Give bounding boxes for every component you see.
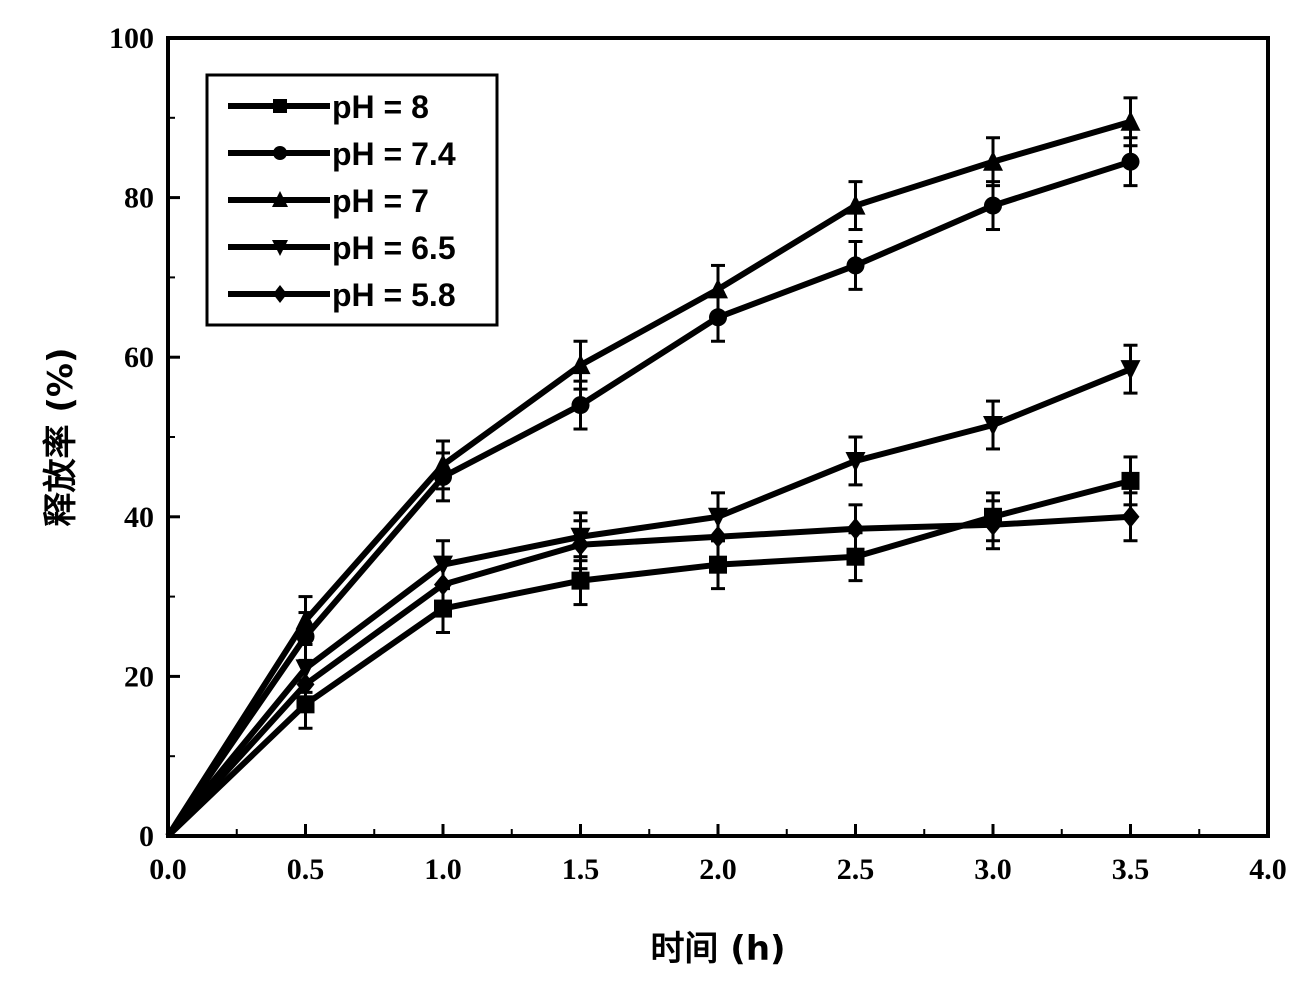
- marker-triangle-down: [1120, 360, 1141, 381]
- y-tick-label: 80: [124, 182, 154, 215]
- x-tick-label: 3.5: [1112, 853, 1150, 886]
- series-ph-5-8: [165, 491, 1140, 839]
- marker-triangle-up: [570, 354, 591, 375]
- series-ph-7: [165, 96, 1141, 838]
- x-tick-label: 2.5: [837, 853, 875, 886]
- marker-square: [273, 99, 287, 113]
- x-tick-label: 3.0: [974, 853, 1012, 886]
- marker-diamond: [709, 525, 727, 548]
- marker-triangle-down: [845, 451, 866, 472]
- legend-label: pH = 7.4: [332, 136, 456, 172]
- marker-diamond: [434, 573, 452, 596]
- x-axis-label: 时间 (h): [650, 929, 785, 969]
- marker-triangle-up: [708, 278, 728, 299]
- y-tick-label: 20: [124, 660, 154, 693]
- marker-triangle-up: [433, 453, 453, 474]
- y-tick-label: 0: [139, 820, 154, 853]
- marker-triangle-down: [983, 416, 1003, 437]
- x-tick-label: 2.0: [699, 853, 737, 886]
- marker-triangle-up: [845, 194, 866, 215]
- series-line: [165, 118, 1132, 838]
- x-tick-label: 0.0: [149, 853, 187, 886]
- y-axis-label: 释放率 (%): [41, 348, 81, 527]
- marker-triangle-up: [1120, 110, 1141, 131]
- marker-square: [571, 571, 590, 590]
- marker-triangle-up: [295, 609, 316, 630]
- marker-diamond: [846, 517, 865, 540]
- series-ph-6-5: [165, 343, 1141, 838]
- series-line: [165, 477, 1132, 839]
- marker-diamond: [571, 533, 590, 556]
- marker-circle: [273, 146, 287, 160]
- y-tick-label: 40: [124, 501, 154, 534]
- series-line: [165, 513, 1131, 839]
- series-line: [165, 158, 1132, 838]
- marker-diamond: [1121, 505, 1140, 528]
- series-ph-7-4: [165, 136, 1140, 838]
- marker-circle: [1121, 152, 1140, 171]
- marker-diamond: [296, 673, 315, 696]
- y-tick-label: 60: [124, 341, 154, 374]
- marker-circle: [571, 396, 590, 415]
- legend-label: pH = 5.8: [332, 277, 456, 313]
- marker-circle: [984, 196, 1002, 215]
- x-tick-label: 1.0: [424, 853, 462, 886]
- marker-triangle-down: [272, 240, 288, 256]
- marker-triangle-up: [272, 191, 288, 207]
- marker-diamond: [273, 285, 287, 303]
- x-tick-label: 1.5: [562, 853, 600, 886]
- legend-label: pH = 8: [332, 89, 429, 125]
- x-tick-label: 4.0: [1249, 853, 1287, 886]
- series-line: [165, 366, 1132, 838]
- marker-circle: [846, 256, 865, 275]
- y-tick-label: 100: [109, 22, 154, 55]
- marker-square: [1121, 471, 1140, 490]
- legend-label: pH = 6.5: [332, 230, 456, 266]
- x-tick-label: 0.5: [287, 853, 325, 886]
- marker-diamond: [984, 513, 1002, 536]
- legend-label: pH = 7: [332, 183, 429, 219]
- marker-triangle-up: [983, 150, 1003, 171]
